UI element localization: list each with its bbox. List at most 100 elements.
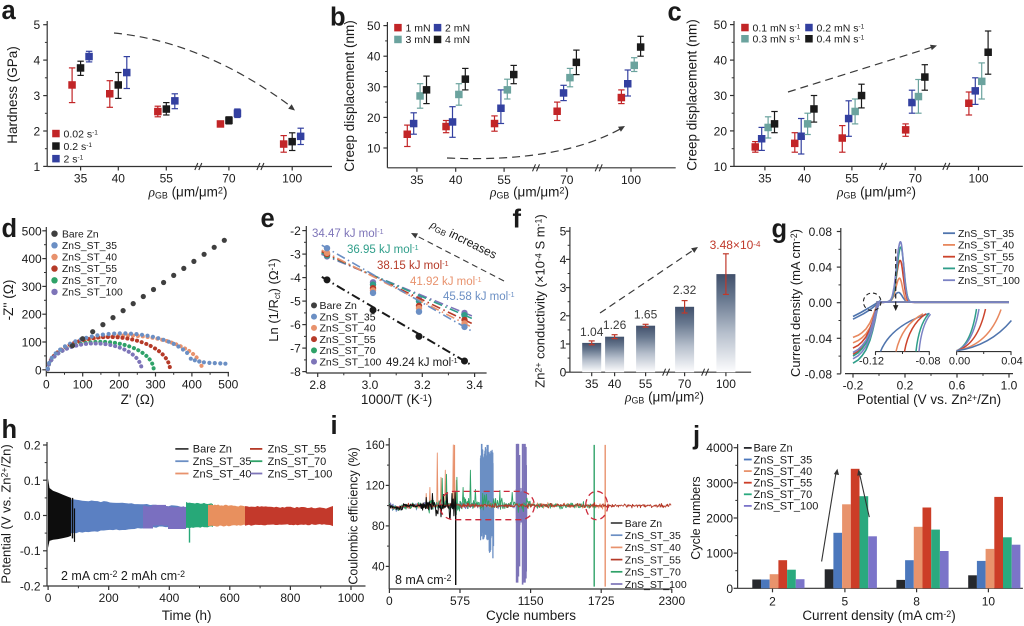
svg-text:0.1: 0.1: [24, 474, 41, 488]
svg-text:Bare Zn: Bare Zn: [320, 300, 358, 312]
svg-text:0.0: 0.0: [24, 509, 41, 523]
svg-text:3 mN: 3 mN: [406, 34, 431, 46]
svg-text:1.04: 1.04: [580, 325, 604, 339]
svg-text:0: 0: [386, 594, 393, 608]
svg-text:20: 20: [367, 111, 381, 125]
svg-text:100: 100: [73, 378, 93, 392]
svg-text:ρGB (μm/μm2): ρGB (μm/μm2): [148, 185, 228, 201]
svg-text:ZnS_ST_40: ZnS_ST_40: [958, 240, 1014, 252]
svg-text:b: b: [330, 4, 346, 32]
svg-text:Time (h): Time (h): [162, 608, 212, 623]
svg-text:ZnS_ST_35: ZnS_ST_35: [754, 454, 813, 466]
svg-text:30: 30: [714, 89, 728, 103]
svg-text:-0.2: -0.2: [20, 580, 41, 594]
svg-text:e: e: [261, 205, 275, 233]
svg-text:0.2: 0.2: [897, 379, 914, 393]
svg-text:ZnS_ST_70: ZnS_ST_70: [320, 345, 376, 357]
svg-text:-0.2: -0.2: [843, 379, 864, 393]
svg-text:70: 70: [909, 171, 923, 185]
svg-text:0.6: 0.6: [949, 379, 966, 393]
svg-text:0.2 s-1: 0.2 s-1: [64, 141, 93, 153]
svg-text:0.04: 0.04: [809, 261, 833, 275]
svg-text:3.48×10-4: 3.48×10-4: [710, 238, 761, 252]
svg-text:300: 300: [145, 378, 165, 392]
svg-text:2: 2: [34, 125, 41, 139]
svg-text:3.0: 3.0: [362, 378, 379, 392]
svg-text:1000: 1000: [338, 591, 365, 605]
svg-text:200: 200: [109, 378, 129, 392]
svg-text:400: 400: [22, 252, 42, 266]
svg-text:ZnS_ST_70: ZnS_ST_70: [754, 489, 813, 501]
svg-text:-6: -6: [290, 318, 301, 332]
svg-text:4: 4: [560, 253, 567, 267]
svg-text:300: 300: [22, 280, 42, 294]
svg-text:40: 40: [112, 172, 126, 186]
svg-text:0.00: 0.00: [949, 356, 970, 368]
svg-text:Cycle numbers: Cycle numbers: [689, 476, 703, 559]
svg-text:1000/T (K-1): 1000/T (K-1): [361, 392, 432, 407]
svg-text:ZnS_ST_55: ZnS_ST_55: [62, 264, 117, 275]
svg-text:40: 40: [367, 50, 381, 64]
svg-text:70: 70: [560, 173, 574, 187]
svg-text:0: 0: [35, 363, 42, 377]
svg-text:ZnS_ST_40: ZnS_ST_40: [754, 466, 813, 478]
svg-text:1: 1: [34, 160, 41, 174]
svg-text:1: 1: [560, 338, 567, 352]
svg-text:41.92 kJ mol-1: 41.92 kJ mol-1: [410, 276, 482, 288]
svg-text:500: 500: [22, 224, 42, 238]
svg-text:3: 3: [560, 281, 567, 295]
svg-text:200: 200: [22, 308, 42, 322]
svg-text:2: 2: [769, 594, 776, 608]
svg-text:38.15 kJ mol-1: 38.15 kJ mol-1: [377, 260, 449, 272]
svg-text:1.26: 1.26: [603, 318, 627, 332]
svg-text:35: 35: [74, 172, 88, 186]
svg-text:ZnS_ST_35: ZnS_ST_35: [193, 456, 252, 468]
svg-text:2 mA cm-2 2 mAh cm-2: 2 mA cm-2 2 mAh cm-2: [61, 569, 185, 583]
svg-text:0.02 s-1: 0.02 s-1: [64, 128, 99, 140]
svg-text:a: a: [2, 0, 17, 25]
svg-text:55: 55: [639, 377, 653, 391]
svg-text:ZnS_ST_70: ZnS_ST_70: [625, 567, 681, 579]
svg-text:50: 50: [367, 19, 381, 33]
svg-text:70: 70: [678, 377, 692, 391]
svg-text:-7: -7: [290, 342, 301, 356]
svg-text:55: 55: [160, 172, 174, 186]
svg-text:ρGB (μm/μm2): ρGB (μm/μm2): [624, 390, 704, 406]
svg-text:ZnS_ST_55: ZnS_ST_55: [754, 478, 813, 490]
svg-text:Bare Zn: Bare Zn: [625, 518, 663, 530]
svg-text:55: 55: [845, 171, 859, 185]
svg-text:0.3 mN s-1: 0.3 mN s-1: [753, 34, 801, 46]
svg-text:ZnS_ST_55: ZnS_ST_55: [320, 334, 376, 346]
svg-text:4: 4: [34, 54, 41, 68]
svg-text:35: 35: [758, 171, 772, 185]
svg-text:40: 40: [608, 377, 622, 391]
svg-text:ZnS_ST_100: ZnS_ST_100: [268, 468, 333, 480]
svg-text:-3: -3: [290, 248, 301, 262]
svg-text:2.8: 2.8: [309, 378, 326, 392]
svg-text:Potential (V vs. Zn2+/Zn): Potential (V vs. Zn2+/Zn): [857, 392, 1001, 407]
svg-text:ZnS_ST_70: ZnS_ST_70: [62, 276, 117, 287]
svg-text:1.0: 1.0: [1001, 379, 1018, 393]
svg-text:49.24 kJ mol-1: 49.24 kJ mol-1: [386, 357, 458, 369]
svg-text:ZnS_ST_55: ZnS_ST_55: [958, 251, 1014, 263]
svg-text:0.08: 0.08: [809, 225, 833, 239]
svg-text:100: 100: [22, 336, 42, 350]
svg-text:Current density (mA cm-2): Current density (mA cm-2): [802, 608, 955, 623]
svg-text:500: 500: [218, 378, 238, 392]
svg-text:20: 20: [714, 124, 728, 138]
svg-text:3: 3: [34, 89, 41, 103]
svg-text:Hardness (GPa): Hardness (GPa): [5, 46, 20, 144]
svg-text:2: 2: [560, 309, 567, 323]
svg-text:ZnS_ST_70: ZnS_ST_70: [268, 456, 327, 468]
svg-text:Cycle numbers: Cycle numbers: [486, 608, 576, 623]
svg-text:h: h: [2, 416, 18, 444]
svg-text:120: 120: [366, 480, 385, 492]
svg-text:ZnS_ST_100: ZnS_ST_100: [754, 501, 819, 513]
svg-text:100: 100: [716, 377, 736, 391]
svg-text:0.2: 0.2: [24, 439, 41, 453]
svg-text:ZnS_ST_40: ZnS_ST_40: [320, 323, 376, 335]
svg-text:Bare Zn: Bare Zn: [754, 443, 793, 455]
svg-text:36.95 kJ mol-1: 36.95 kJ mol-1: [347, 244, 419, 256]
svg-text:ZnS_ST_100: ZnS_ST_100: [320, 356, 382, 368]
svg-text:1725: 1725: [588, 594, 615, 608]
